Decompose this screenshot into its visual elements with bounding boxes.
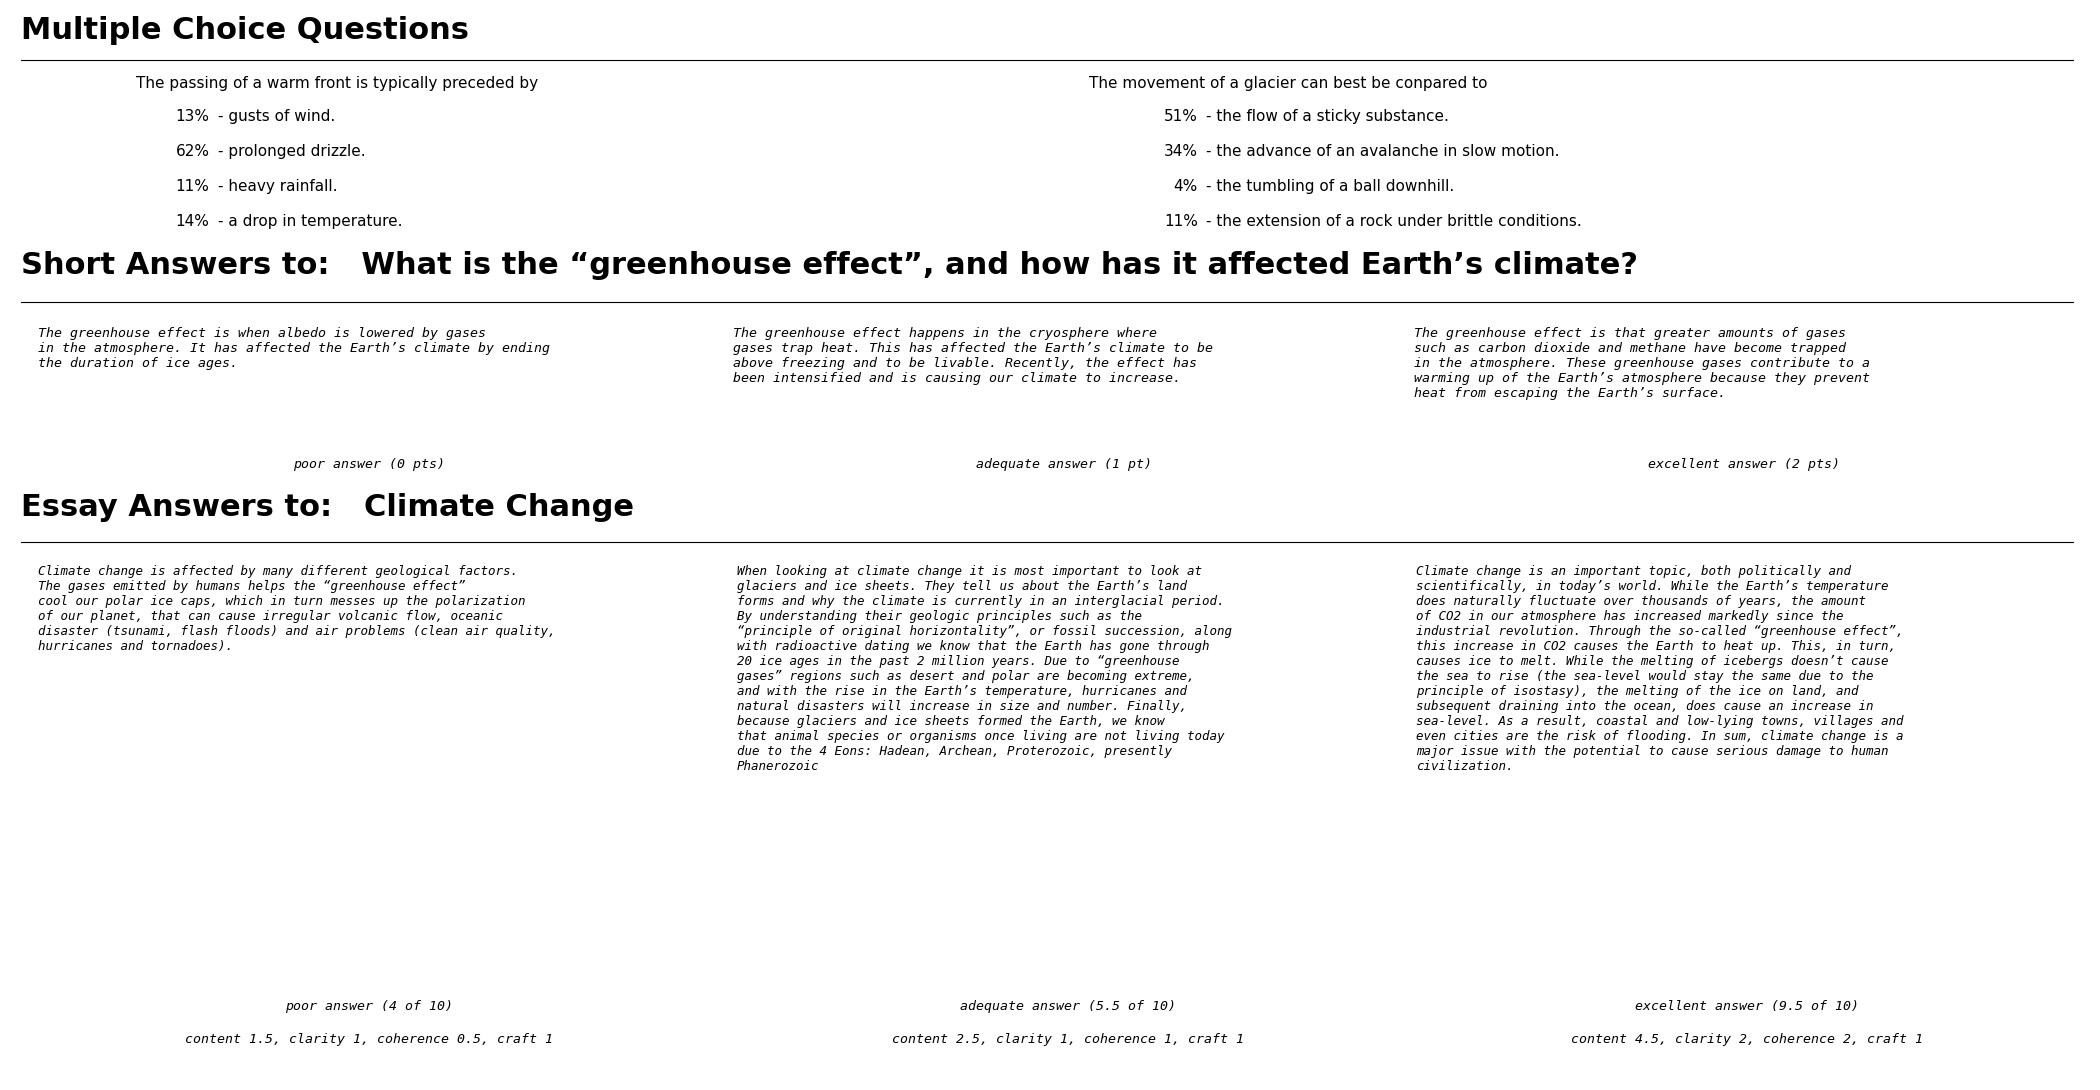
- Text: - the advance of an avalanche in slow motion.: - the advance of an avalanche in slow mo…: [1205, 144, 1560, 159]
- Text: content 2.5, clarity 1, coherence 1, craft 1: content 2.5, clarity 1, coherence 1, cra…: [892, 1033, 1243, 1046]
- Text: excellent answer (2 pts): excellent answer (2 pts): [1648, 458, 1840, 471]
- Text: adequate answer (5.5 of 10): adequate answer (5.5 of 10): [960, 1000, 1176, 1013]
- Text: 4%: 4%: [1174, 179, 1197, 194]
- Text: 62%: 62%: [176, 144, 210, 159]
- Text: - the flow of a sticky substance.: - the flow of a sticky substance.: [1205, 109, 1449, 124]
- Text: poor answer (0 pts): poor answer (0 pts): [292, 458, 445, 471]
- Text: - prolonged drizzle.: - prolonged drizzle.: [218, 144, 365, 159]
- Text: Multiple Choice Questions: Multiple Choice Questions: [21, 16, 468, 46]
- Text: The movement of a glacier can best be conpared to: The movement of a glacier can best be co…: [1090, 76, 1487, 92]
- Text: excellent answer (9.5 of 10): excellent answer (9.5 of 10): [1634, 1000, 1858, 1013]
- Text: When looking at climate change it is most important to look at
glaciers and ice : When looking at climate change it is mos…: [737, 565, 1233, 773]
- Text: The passing of a warm front is typically preceded by: The passing of a warm front is typically…: [136, 76, 538, 92]
- Text: - the tumbling of a ball downhill.: - the tumbling of a ball downhill.: [1205, 179, 1455, 194]
- Text: - the extension of a rock under brittle conditions.: - the extension of a rock under brittle …: [1205, 214, 1581, 229]
- Text: adequate answer (1 pt): adequate answer (1 pt): [976, 458, 1153, 471]
- Text: 13%: 13%: [176, 109, 210, 124]
- Text: content 4.5, clarity 2, coherence 2, craft 1: content 4.5, clarity 2, coherence 2, cra…: [1571, 1033, 1924, 1046]
- Text: Short Answers to:   What is the “greenhouse effect”, and how has it affected Ear: Short Answers to: What is the “greenhous…: [21, 251, 1638, 280]
- Text: Climate change is affected by many different geological factors.
The gases emitt: Climate change is affected by many diffe…: [38, 565, 554, 653]
- Text: - gusts of wind.: - gusts of wind.: [218, 109, 336, 124]
- Text: The greenhouse effect is that greater amounts of gases
such as carbon dioxide an: The greenhouse effect is that greater am…: [1413, 327, 1869, 400]
- Text: content 1.5, clarity 1, coherence 0.5, craft 1: content 1.5, clarity 1, coherence 0.5, c…: [185, 1033, 552, 1046]
- Text: Essay Answers to:   Climate Change: Essay Answers to: Climate Change: [21, 493, 634, 522]
- Text: 14%: 14%: [176, 214, 210, 229]
- Text: 51%: 51%: [1163, 109, 1197, 124]
- Text: 34%: 34%: [1163, 144, 1197, 159]
- Text: The greenhouse effect happens in the cryosphere where
gases trap heat. This has : The greenhouse effect happens in the cry…: [733, 327, 1214, 385]
- Text: poor answer (4 of 10): poor answer (4 of 10): [286, 1000, 454, 1013]
- Text: Climate change is an important topic, both politically and
scientifically, in to: Climate change is an important topic, bo…: [1415, 565, 1903, 773]
- Text: 11%: 11%: [176, 179, 210, 194]
- Text: - a drop in temperature.: - a drop in temperature.: [218, 214, 403, 229]
- Text: 11%: 11%: [1163, 214, 1197, 229]
- Text: - heavy rainfall.: - heavy rainfall.: [218, 179, 338, 194]
- Text: The greenhouse effect is when albedo is lowered by gases
in the atmosphere. It h: The greenhouse effect is when albedo is …: [38, 327, 550, 370]
